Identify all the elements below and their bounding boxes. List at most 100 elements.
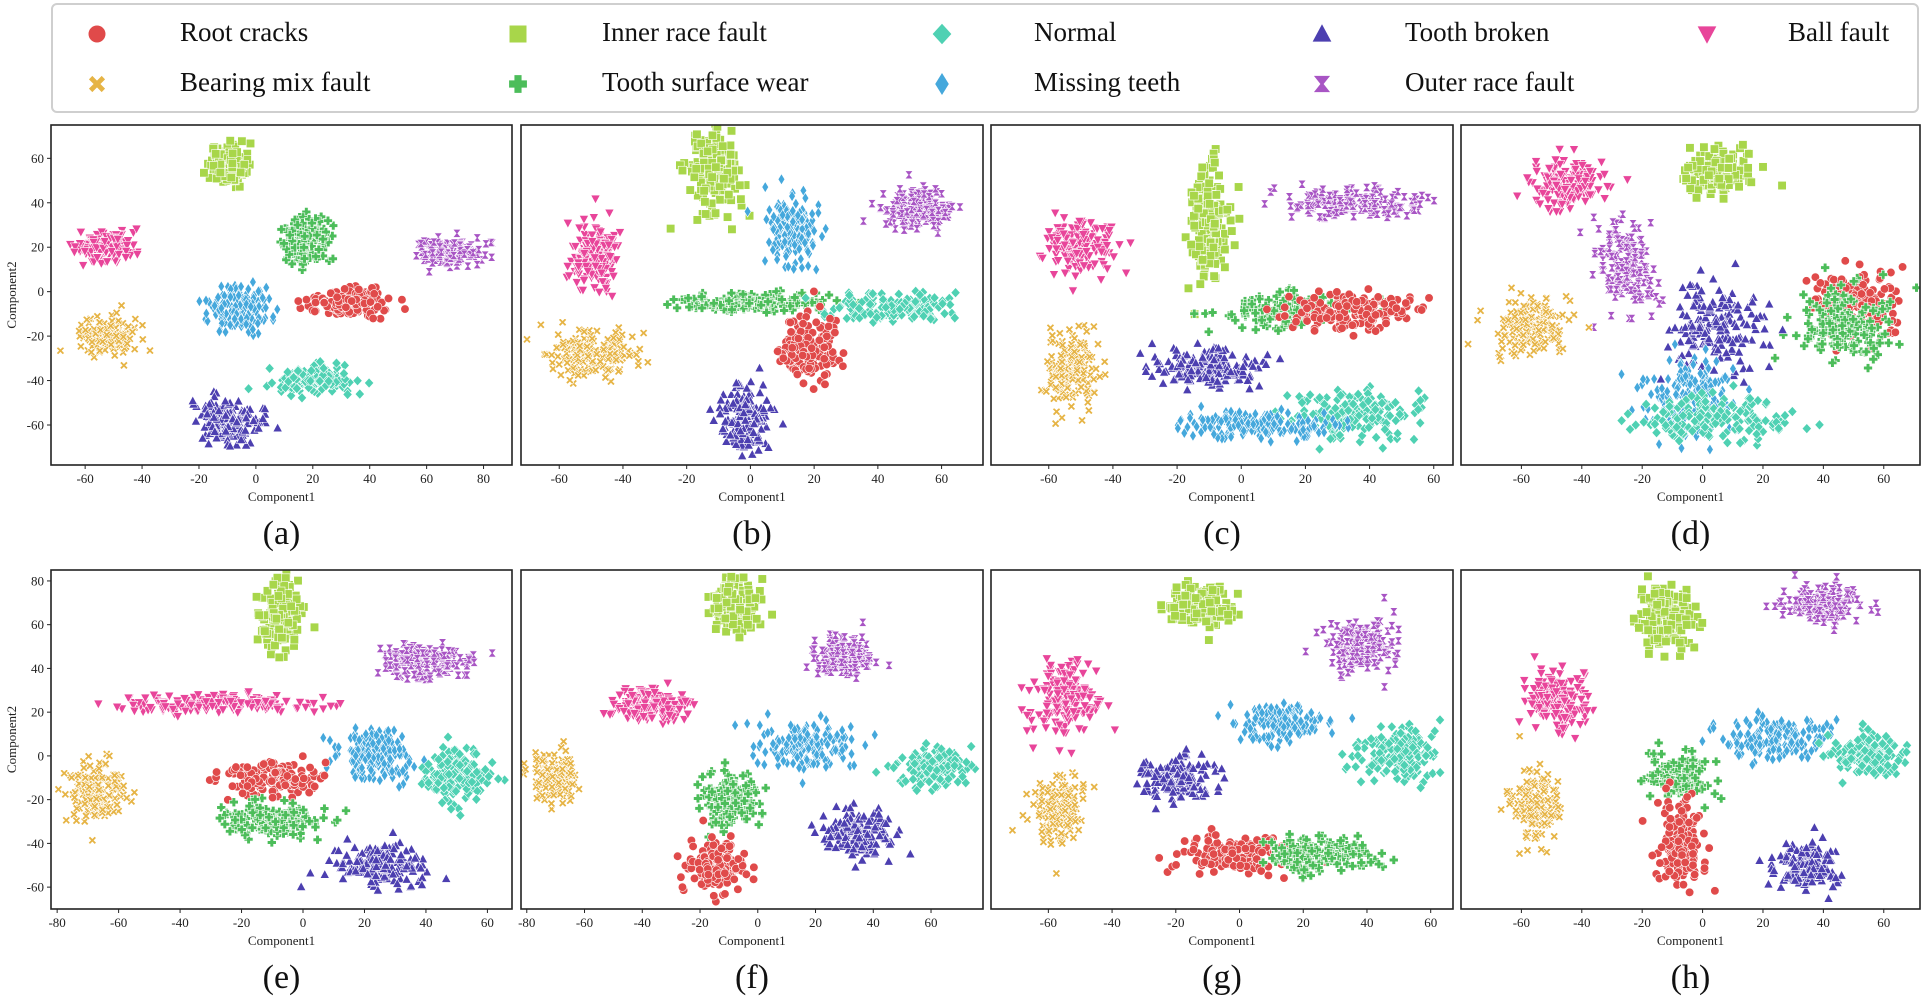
point [1284,292,1294,302]
point [487,252,497,262]
point [286,390,297,402]
point [1568,145,1580,156]
point [96,259,107,270]
point [202,408,213,419]
point [1413,385,1424,397]
point [1097,224,1108,235]
point [98,337,108,347]
point [604,208,615,219]
point [1596,158,1607,168]
point [204,398,215,409]
point [756,423,767,434]
point [1242,374,1253,385]
point [253,422,264,433]
point [318,234,328,244]
point [1193,204,1203,214]
point [727,224,737,234]
point [596,268,607,279]
point [1303,201,1313,210]
point [214,291,222,304]
point [825,314,835,324]
point [480,250,490,260]
point [138,334,148,344]
point [1390,415,1401,427]
point [449,251,459,260]
point [1244,383,1255,393]
point [1096,247,1107,258]
point [319,298,329,308]
point [1342,301,1352,311]
point [262,281,271,294]
point [293,296,303,306]
point [798,350,808,361]
point [696,139,706,149]
point [1363,395,1374,407]
point [92,253,103,263]
point [258,291,267,304]
point [77,261,89,271]
legend-label: Bearing mix fault [180,67,371,97]
point [1158,366,1170,377]
point [1093,339,1103,349]
point [1043,227,1055,238]
point [95,346,105,356]
point [120,247,132,257]
point [1548,198,1560,209]
point [1313,199,1323,209]
point [210,299,219,312]
point [578,215,590,225]
point [1204,178,1214,188]
point [769,223,778,236]
point [226,173,236,183]
point [1101,241,1113,252]
point [1280,424,1288,437]
point [55,346,65,356]
point [1379,299,1389,309]
point [1198,255,1208,265]
point [247,300,255,313]
point [804,259,812,273]
point [752,431,763,442]
point [1393,187,1403,196]
point [328,253,338,264]
point [1213,342,1224,353]
point [892,196,902,206]
point [400,304,410,314]
point [1219,352,1230,363]
point [249,275,257,289]
point [1076,382,1086,392]
panel-a: -60 -40 -20 0 20 40 60 80-60-40-200204060Compon… [4,124,513,552]
point [773,346,783,356]
point [1274,353,1286,363]
point [1392,427,1403,440]
point [707,172,717,182]
point [240,412,252,423]
point [481,239,491,249]
point [327,385,338,397]
point [865,298,876,310]
point [264,362,275,374]
point [1227,430,1235,444]
point [929,292,940,304]
point [340,373,351,385]
point [1095,275,1107,286]
plot-frame [50,124,513,466]
x-tick-label: 0 [1238,471,1245,486]
panel-caption: (c) [1203,515,1241,552]
point [340,284,350,294]
point [1051,419,1061,429]
point [1267,435,1275,448]
point [725,140,735,150]
point [121,241,133,251]
point [902,207,912,217]
point [784,260,793,273]
y-tick-label: -40 [27,373,44,388]
point [565,375,575,385]
point [1199,413,1207,427]
point [1207,307,1218,318]
point [468,248,478,258]
point [472,233,482,243]
point [1085,218,1096,229]
point [830,328,840,338]
